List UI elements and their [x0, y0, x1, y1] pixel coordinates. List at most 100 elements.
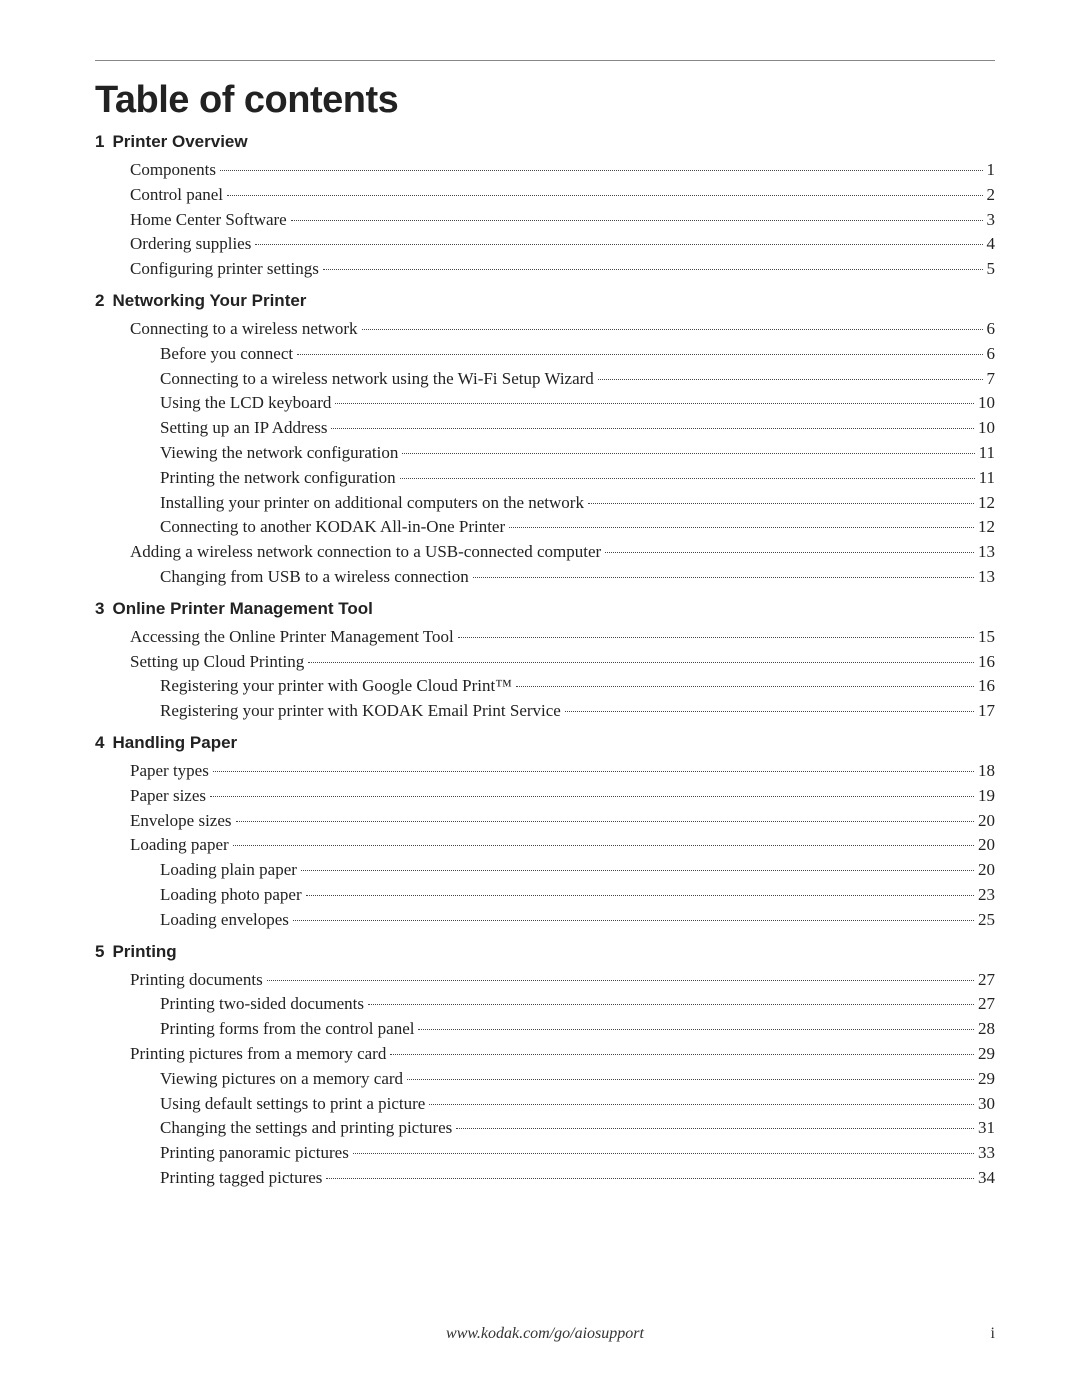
toc-entry-text: Registering your printer with KODAK Emai…: [160, 699, 563, 723]
toc-entry-page: 6: [985, 342, 996, 366]
toc-entry: Registering your printer with Google Clo…: [95, 674, 995, 698]
leader-dots: [220, 170, 983, 171]
toc-entry: Viewing pictures on a memory card 29: [95, 1067, 995, 1091]
toc-entry-text: Printing tagged pictures: [160, 1166, 324, 1190]
section-title: Networking Your Printer: [112, 291, 306, 311]
toc-entry: Ordering supplies 4: [95, 232, 995, 256]
toc-entry: Configuring printer settings5: [95, 257, 995, 281]
leader-dots: [588, 503, 974, 504]
toc-entry: Loading photo paper 23: [95, 883, 995, 907]
leader-dots: [418, 1029, 974, 1030]
toc-entry-text: Accessing the Online Printer Management …: [130, 625, 456, 649]
toc-entry-text: Printing panoramic pictures: [160, 1141, 351, 1165]
toc-entry-page: 16: [976, 650, 995, 674]
leader-dots: [458, 637, 974, 638]
leader-dots: [335, 403, 974, 404]
toc-entry: Setting up Cloud Printing 16: [95, 650, 995, 674]
toc-entry: Adding a wireless network connection to …: [95, 540, 995, 564]
top-rule: [95, 60, 995, 61]
leader-dots: [323, 269, 983, 270]
section-number: 3: [95, 599, 104, 619]
toc-entry-page: 12: [976, 515, 995, 539]
leader-dots: [516, 686, 974, 687]
toc-entry: Viewing the network configuration 11: [95, 441, 995, 465]
toc-entry-text: Printing documents: [130, 968, 265, 992]
toc-entry-page: 1: [985, 158, 996, 182]
page-title: Table of contents: [95, 79, 995, 122]
leader-dots: [407, 1079, 974, 1080]
toc-entry-text: Printing two-sided documents: [160, 992, 366, 1016]
toc-entry: Before you connect 6: [95, 342, 995, 366]
toc-entry-text: Registering your printer with Google Clo…: [160, 674, 514, 698]
toc-entry: Printing two-sided documents 27: [95, 992, 995, 1016]
leader-dots: [368, 1004, 974, 1005]
toc-entry-text: Changing the settings and printing pictu…: [160, 1116, 454, 1140]
leader-dots: [236, 821, 975, 822]
leader-dots: [210, 796, 974, 797]
toc-entry-text: Using default settings to print a pictur…: [160, 1092, 427, 1116]
toc-entry-page: 10: [976, 391, 995, 415]
toc-entry-page: 19: [976, 784, 995, 808]
footer-url: www.kodak.com/go/aiosupport: [446, 1325, 644, 1343]
toc-entry-text: Connecting to a wireless network using t…: [160, 367, 596, 391]
toc-entry: Loading envelopes25: [95, 908, 995, 932]
section-title: Printing: [112, 942, 176, 962]
leader-dots: [509, 527, 974, 528]
toc-entry-text: Viewing pictures on a memory card: [160, 1067, 405, 1091]
toc-entry-text: Setting up an IP Address: [160, 416, 329, 440]
toc-entry: Home Center Software3: [95, 208, 995, 232]
toc-entry-text: Viewing the network configuration: [160, 441, 400, 465]
toc-entry-page: 27: [976, 992, 995, 1016]
toc-entry: Installing your printer on additional co…: [95, 491, 995, 515]
leader-dots: [326, 1178, 974, 1179]
toc-entry: Paper sizes19: [95, 784, 995, 808]
section-number: 4: [95, 733, 104, 753]
leader-dots: [473, 577, 974, 578]
toc-entry-text: Connecting to another KODAK All-in-One P…: [160, 515, 507, 539]
section-title: Online Printer Management Tool: [112, 599, 372, 619]
toc-entry-page: 4: [985, 232, 996, 256]
toc-entry-text: Before you connect: [160, 342, 295, 366]
toc-entry: Changing the settings and printing pictu…: [95, 1116, 995, 1140]
toc-entry: Connecting to a wireless network6: [95, 317, 995, 341]
toc-entry-text: Paper types: [130, 759, 211, 783]
toc-entry: Loading paper20: [95, 833, 995, 857]
toc-entry-text: Loading paper: [130, 833, 231, 857]
footer: www.kodak.com/go/aiosupport i: [95, 1325, 995, 1343]
leader-dots: [308, 662, 974, 663]
toc-entry-page: 34: [976, 1166, 995, 1190]
toc-entry-page: 13: [976, 540, 995, 564]
toc-entry: Components1: [95, 158, 995, 182]
toc-entry-page: 2: [985, 183, 996, 207]
toc: 1Printer OverviewComponents1Control pane…: [95, 132, 995, 1190]
leader-dots: [390, 1054, 974, 1055]
section-header: 5Printing: [95, 942, 995, 962]
toc-entry-text: Configuring printer settings: [130, 257, 321, 281]
toc-entry: Printing the network configuration11: [95, 466, 995, 490]
toc-entry-page: 23: [976, 883, 995, 907]
leader-dots: [400, 478, 975, 479]
toc-entry: Printing forms from the control panel28: [95, 1017, 995, 1041]
toc-entry-text: Adding a wireless network connection to …: [130, 540, 603, 564]
toc-entry-page: 29: [976, 1067, 995, 1091]
toc-entry: Printing tagged pictures 34: [95, 1166, 995, 1190]
leader-dots: [301, 870, 974, 871]
toc-entry: Paper types18: [95, 759, 995, 783]
leader-dots: [456, 1128, 974, 1129]
toc-entry: Connecting to a wireless network using t…: [95, 367, 995, 391]
toc-entry-page: 33: [976, 1141, 995, 1165]
toc-entry-page: 16: [976, 674, 995, 698]
toc-entry-page: 3: [985, 208, 996, 232]
toc-entry-text: Ordering supplies: [130, 232, 253, 256]
toc-entry-text: Setting up Cloud Printing: [130, 650, 306, 674]
toc-entry: Setting up an IP Address10: [95, 416, 995, 440]
page-number: i: [991, 1325, 995, 1343]
toc-entry-text: Loading photo paper: [160, 883, 304, 907]
toc-entry-page: 12: [976, 491, 995, 515]
toc-entry-page: 11: [977, 441, 995, 465]
toc-entry: Using default settings to print a pictur…: [95, 1092, 995, 1116]
toc-entry: Accessing the Online Printer Management …: [95, 625, 995, 649]
section-number: 2: [95, 291, 104, 311]
toc-entry-page: 25: [976, 908, 995, 932]
section-title: Handling Paper: [112, 733, 237, 753]
